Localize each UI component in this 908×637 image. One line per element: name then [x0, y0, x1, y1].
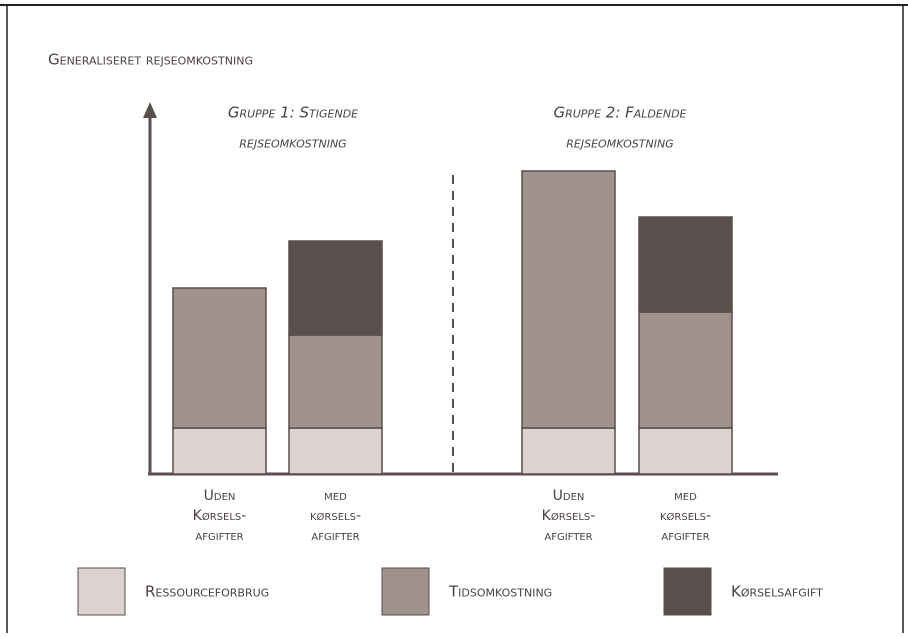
bar-segment: [172, 287, 267, 429]
x-tick-label: Uden: [204, 488, 236, 504]
bar-segment: [288, 240, 383, 336]
group-label: Gruppe 2: Faldende: [553, 104, 686, 122]
legend-swatch: [663, 567, 712, 616]
x-tick-label: afgifter: [661, 528, 709, 544]
legend-label: Ressourceforbrug: [145, 583, 269, 601]
bar-segment: [288, 334, 383, 429]
bar-segment: [521, 427, 616, 475]
legend-label: Kørselsafgift: [731, 583, 823, 601]
x-tick-label: med: [674, 488, 697, 504]
bar-segment: [638, 216, 733, 313]
bar-segment: [521, 170, 616, 429]
legend-label: Tidsomkostning: [448, 583, 552, 601]
group-label: rejseomkostning: [566, 134, 673, 152]
x-tick-label: afgifter: [195, 528, 243, 544]
x-tick-label: kørsels-: [310, 508, 361, 524]
x-tick-label: Uden: [553, 488, 585, 504]
bar-segment: [288, 427, 383, 475]
x-tick-label: kørsels-: [660, 508, 711, 524]
legend-swatch: [77, 567, 126, 616]
bar-segment: [638, 427, 733, 475]
group-label: Gruppe 1: Stigende: [228, 104, 358, 122]
bar-segment: [638, 311, 733, 429]
y-axis-label: Generaliseret rejseomkostning: [48, 51, 253, 69]
x-tick-label: med: [324, 488, 347, 504]
x-tick-label: Kørsels-: [542, 508, 596, 524]
legend-swatch: [381, 567, 430, 616]
x-tick-label: afgifter: [311, 528, 359, 544]
group-label: rejseomkostning: [239, 134, 346, 152]
x-tick-label: Kørsels-: [193, 508, 247, 524]
bar-segment: [172, 427, 267, 475]
y-axis-arrow: [143, 102, 157, 118]
x-tick-label: afgifter: [544, 528, 592, 544]
